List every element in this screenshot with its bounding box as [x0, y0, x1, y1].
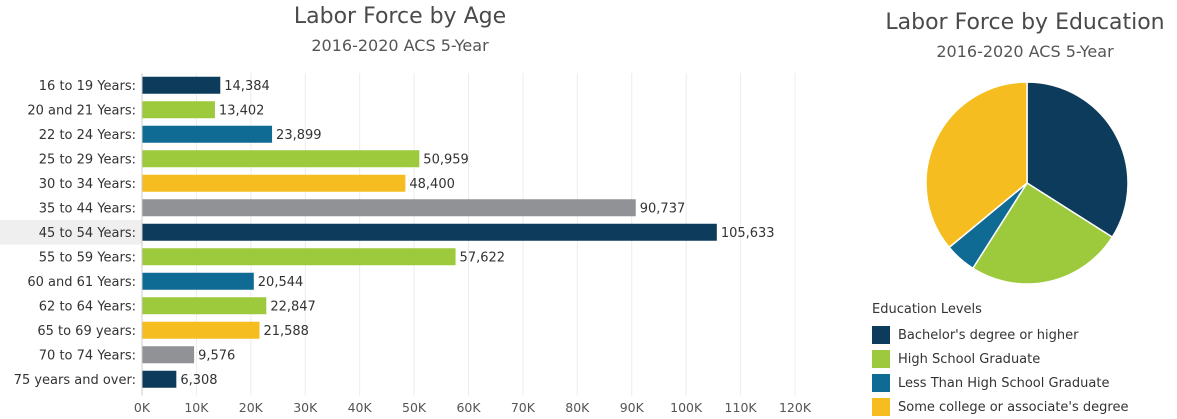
x-tick-label: 0K	[134, 400, 151, 415]
bar[interactable]	[142, 174, 406, 192]
pie-legend: Education Levels Bachelor's degree or hi…	[872, 302, 1128, 419]
category-label: 20 and 21 Years:	[27, 103, 136, 118]
bar-chart-title: Labor Force by Age	[293, 4, 507, 29]
legend-swatch	[872, 350, 890, 368]
x-tick-label: 100K	[670, 400, 703, 415]
x-tick-label: 80K	[565, 400, 590, 415]
legend-item[interactable]: Some college or associate's degree	[872, 395, 1128, 419]
data-label: 20,544	[258, 275, 304, 290]
category-label: 65 to 69 years:	[37, 324, 136, 339]
legend-label: Some college or associate's degree	[898, 399, 1129, 415]
bar[interactable]	[142, 76, 221, 94]
pie-slice[interactable]	[925, 81, 1028, 249]
data-label: 9,576	[198, 348, 235, 363]
bar[interactable]	[142, 125, 273, 143]
data-label: 90,737	[640, 201, 686, 216]
data-label: 21,588	[263, 324, 309, 339]
legend-item[interactable]: Less Than High School Graduate	[872, 371, 1128, 395]
data-label: 6,308	[180, 373, 217, 388]
pie-chart-title: Labor Force by Education	[885, 10, 1165, 35]
x-tick-label: 50K	[402, 400, 427, 415]
bar[interactable]	[142, 150, 420, 168]
data-label: 22,847	[270, 299, 316, 314]
legend-item[interactable]: Bachelor's degree or higher	[872, 323, 1128, 347]
legend-item[interactable]: High School Graduate	[872, 347, 1128, 371]
category-label: 45 to 54 Years:	[39, 226, 136, 241]
bar[interactable]	[142, 223, 717, 241]
bar[interactable]	[142, 297, 267, 315]
pie-chart-subtitle: 2016-2020 ACS 5-Year	[936, 42, 1114, 61]
x-tick-label: 40K	[348, 400, 373, 415]
x-tick-label: 20K	[239, 400, 264, 415]
category-label: 16 to 19 Years:	[39, 79, 136, 94]
x-tick-label: 120K	[779, 400, 812, 415]
x-tick-label: 30K	[293, 400, 318, 415]
legend-label: High School Graduate	[898, 351, 1041, 367]
category-label: 25 to 29 Years:	[39, 152, 136, 167]
legend-label: Less Than High School Graduate	[898, 375, 1110, 391]
x-tick-label: 10K	[184, 400, 209, 415]
data-label: 13,402	[219, 103, 264, 118]
data-label: 14,384	[224, 79, 270, 94]
category-label: 30 to 34 Years:	[39, 177, 136, 192]
bar[interactable]	[142, 321, 260, 339]
bar[interactable]	[142, 199, 636, 217]
bar[interactable]	[142, 272, 254, 290]
legend-swatch	[872, 374, 890, 392]
legend-swatch	[872, 398, 890, 416]
category-label: 55 to 59 Years:	[39, 250, 136, 265]
bar[interactable]	[142, 346, 195, 364]
legend-label: Bachelor's degree or higher	[898, 327, 1079, 343]
data-label: 105,633	[721, 226, 775, 241]
x-tick-label: 90K	[620, 400, 645, 415]
bar-chart-subtitle: 2016-2020 ACS 5-Year	[311, 36, 489, 55]
data-label: 57,622	[460, 250, 506, 265]
row-highlight	[0, 220, 142, 245]
category-label: 62 to 64 Years:	[39, 299, 136, 314]
x-tick-label: 70K	[511, 400, 536, 415]
pie-slice[interactable]	[971, 181, 1114, 285]
bar[interactable]	[142, 248, 456, 266]
category-label: 22 to 24 Years:	[39, 128, 136, 143]
x-tick-label: 60K	[456, 400, 481, 415]
category-label: 60 and 61 Years:	[27, 275, 136, 290]
data-label: 23,899	[276, 128, 322, 143]
bar[interactable]	[142, 370, 177, 388]
category-label: 75 years and over:	[14, 373, 136, 388]
legend-title: Education Levels	[872, 302, 982, 317]
legend-swatch	[872, 326, 890, 344]
category-label: 35 to 44 Years:	[39, 201, 136, 216]
category-label: 70 to 74 Years:	[39, 348, 136, 363]
data-label: 48,400	[409, 177, 455, 192]
bar[interactable]	[142, 101, 215, 119]
data-label: 50,959	[423, 152, 469, 167]
x-tick-label: 110K	[725, 400, 758, 415]
